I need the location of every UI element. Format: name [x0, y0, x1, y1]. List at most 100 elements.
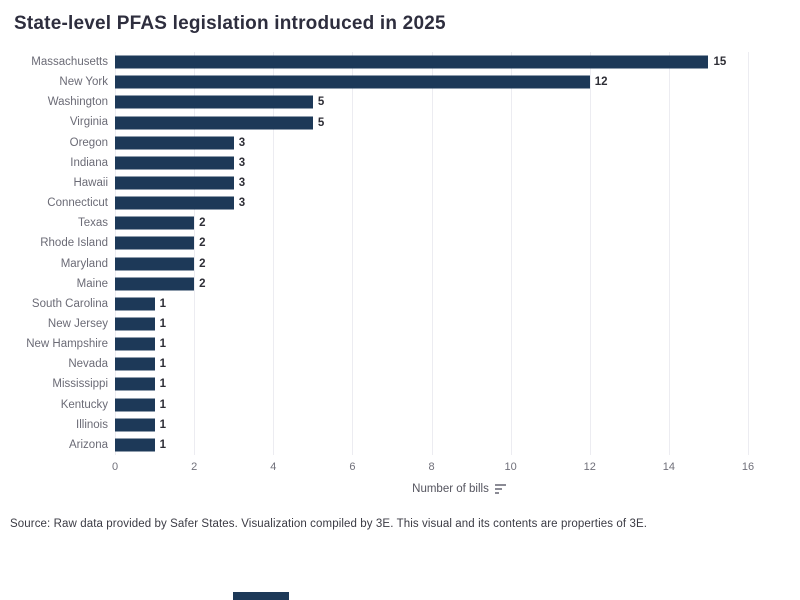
bar-rhode-island — [115, 236, 195, 250]
value-label-virginia: 5 — [317, 116, 325, 129]
bar-nevada — [115, 357, 155, 371]
category-label-new-york: New York — [59, 76, 108, 89]
bar-row-virginia: 5 — [115, 112, 748, 132]
value-label-washington: 5 — [317, 96, 325, 109]
bar-row-new-york: 12 — [115, 72, 748, 92]
plot-area: 15 12 5 5 3 3 3 3 2 2 2 2 1 1 1 1 1 1 1 1 — [115, 52, 749, 455]
bar-row-washington: 5 — [115, 92, 748, 112]
category-label-nevada: Nevada — [68, 358, 108, 371]
x-tick-label-6: 6 — [349, 461, 356, 473]
x-tick-label-14: 14 — [662, 461, 675, 473]
bar-new-jersey — [115, 317, 155, 331]
bar-row-illinois: 1 — [115, 415, 748, 435]
value-label-arizona: 1 — [159, 438, 166, 451]
bar-row-new-jersey: 1 — [115, 314, 748, 334]
source-note: Source: Raw data provided by Safer State… — [10, 518, 648, 530]
category-label-rhode-island: Rhode Island — [40, 237, 108, 250]
category-label-new-jersey: New Jersey — [47, 317, 108, 330]
category-label-washington: Washington — [47, 96, 108, 109]
gridline-x-12 — [589, 52, 591, 455]
bar-row-new-hampshire: 1 — [115, 334, 748, 354]
value-label-new-hampshire: 1 — [159, 338, 166, 351]
value-label-new-york: 12 — [594, 76, 608, 89]
bar-maryland — [115, 257, 195, 271]
x-tick-label-0: 0 — [111, 461, 119, 473]
bar-row-rhode-island: 2 — [115, 233, 748, 253]
x-axis-label: Number of bills — [412, 483, 489, 495]
bar-new-york — [115, 75, 590, 89]
gridline-x-14 — [668, 52, 670, 455]
x-tick-label-16: 16 — [741, 461, 755, 473]
value-label-oregon: 3 — [238, 136, 246, 149]
bar-mississippi — [115, 377, 155, 391]
gridline-x-0 — [115, 52, 116, 455]
x-tick-label-2: 2 — [191, 461, 198, 473]
gridline-x-6 — [352, 52, 354, 455]
category-label-south-carolina: South Carolina — [31, 297, 108, 310]
bar-row-south-carolina: 1 — [115, 294, 748, 314]
gridline-x-2 — [194, 52, 196, 455]
category-label-connecticut: Connecticut — [47, 197, 108, 210]
value-label-new-jersey: 1 — [159, 318, 166, 330]
x-axis-label-row: Number of bills — [143, 483, 776, 495]
bar-kentucky — [115, 398, 155, 412]
category-label-oregon: Oregon — [69, 136, 108, 149]
category-label-massachusetts: Massachusetts — [31, 56, 108, 68]
bar-row-maryland: 2 — [115, 254, 748, 274]
bar-row-connecticut: 3 — [115, 193, 748, 213]
footer-brand-bar — [233, 592, 289, 600]
bar-washington — [115, 95, 313, 109]
bar-row-mississippi: 1 — [115, 374, 748, 394]
gridline-x-10 — [510, 52, 512, 455]
bar-massachusetts — [115, 55, 709, 69]
chart-title: State-level PFAS legislation introduced … — [14, 13, 446, 34]
value-label-texas: 2 — [199, 217, 206, 230]
bar-connecticut — [115, 196, 234, 210]
category-label-mississippi: Mississippi — [52, 378, 108, 391]
bar-oregon — [115, 136, 234, 150]
value-label-maine: 2 — [199, 277, 206, 290]
bar-row-nevada: 1 — [115, 354, 748, 374]
bar-row-oregon: 3 — [115, 133, 748, 153]
bar-maine — [115, 277, 195, 291]
bar-row-indiana: 3 — [115, 153, 748, 173]
value-label-kentucky: 1 — [159, 398, 166, 411]
category-label-hawaii: Hawaii — [73, 176, 108, 189]
x-tick-label-10: 10 — [504, 461, 517, 473]
bar-row-hawaii: 3 — [115, 173, 748, 193]
gridline-x-4 — [273, 52, 275, 455]
x-tick-label-12: 12 — [583, 461, 596, 473]
bar-row-kentucky: 1 — [115, 395, 748, 415]
category-label-arizona: Arizona — [69, 438, 108, 451]
value-label-indiana: 3 — [238, 156, 246, 169]
x-tick-label-4: 4 — [270, 461, 277, 473]
bar-row-texas: 2 — [115, 213, 748, 233]
bar-indiana — [115, 156, 234, 170]
bar-row-maine: 2 — [115, 274, 748, 294]
category-label-maryland: Maryland — [60, 257, 108, 270]
value-label-rhode-island: 2 — [199, 237, 206, 250]
bar-south-carolina — [115, 297, 155, 311]
category-label-virginia: Virginia — [69, 116, 108, 129]
value-label-hawaii: 3 — [238, 176, 246, 189]
category-label-kentucky: Kentucky — [60, 398, 108, 411]
gridline-x-16 — [748, 52, 749, 455]
bar-texas — [115, 216, 195, 230]
value-label-south-carolina: 1 — [159, 297, 166, 310]
category-label-maine: Maine — [76, 277, 108, 290]
value-label-nevada: 1 — [159, 358, 166, 371]
x-tick-label-8: 8 — [428, 461, 435, 473]
bar-illinois — [115, 418, 155, 432]
bar-row-massachusetts: 15 — [115, 52, 748, 72]
category-label-texas: Texas — [77, 217, 108, 230]
y-axis-labels: Massachusetts New York Washington Virginia O… — [0, 52, 108, 455]
bar-new-hampshire — [115, 337, 155, 351]
value-label-illinois: 1 — [159, 418, 166, 431]
category-label-new-hampshire: New Hampshire — [26, 338, 108, 351]
value-label-connecticut: 3 — [238, 197, 246, 210]
value-label-massachusetts: 15 — [713, 56, 727, 69]
bar-arizona — [115, 438, 155, 452]
category-label-indiana: Indiana — [70, 156, 108, 169]
value-label-maryland: 2 — [199, 257, 206, 270]
